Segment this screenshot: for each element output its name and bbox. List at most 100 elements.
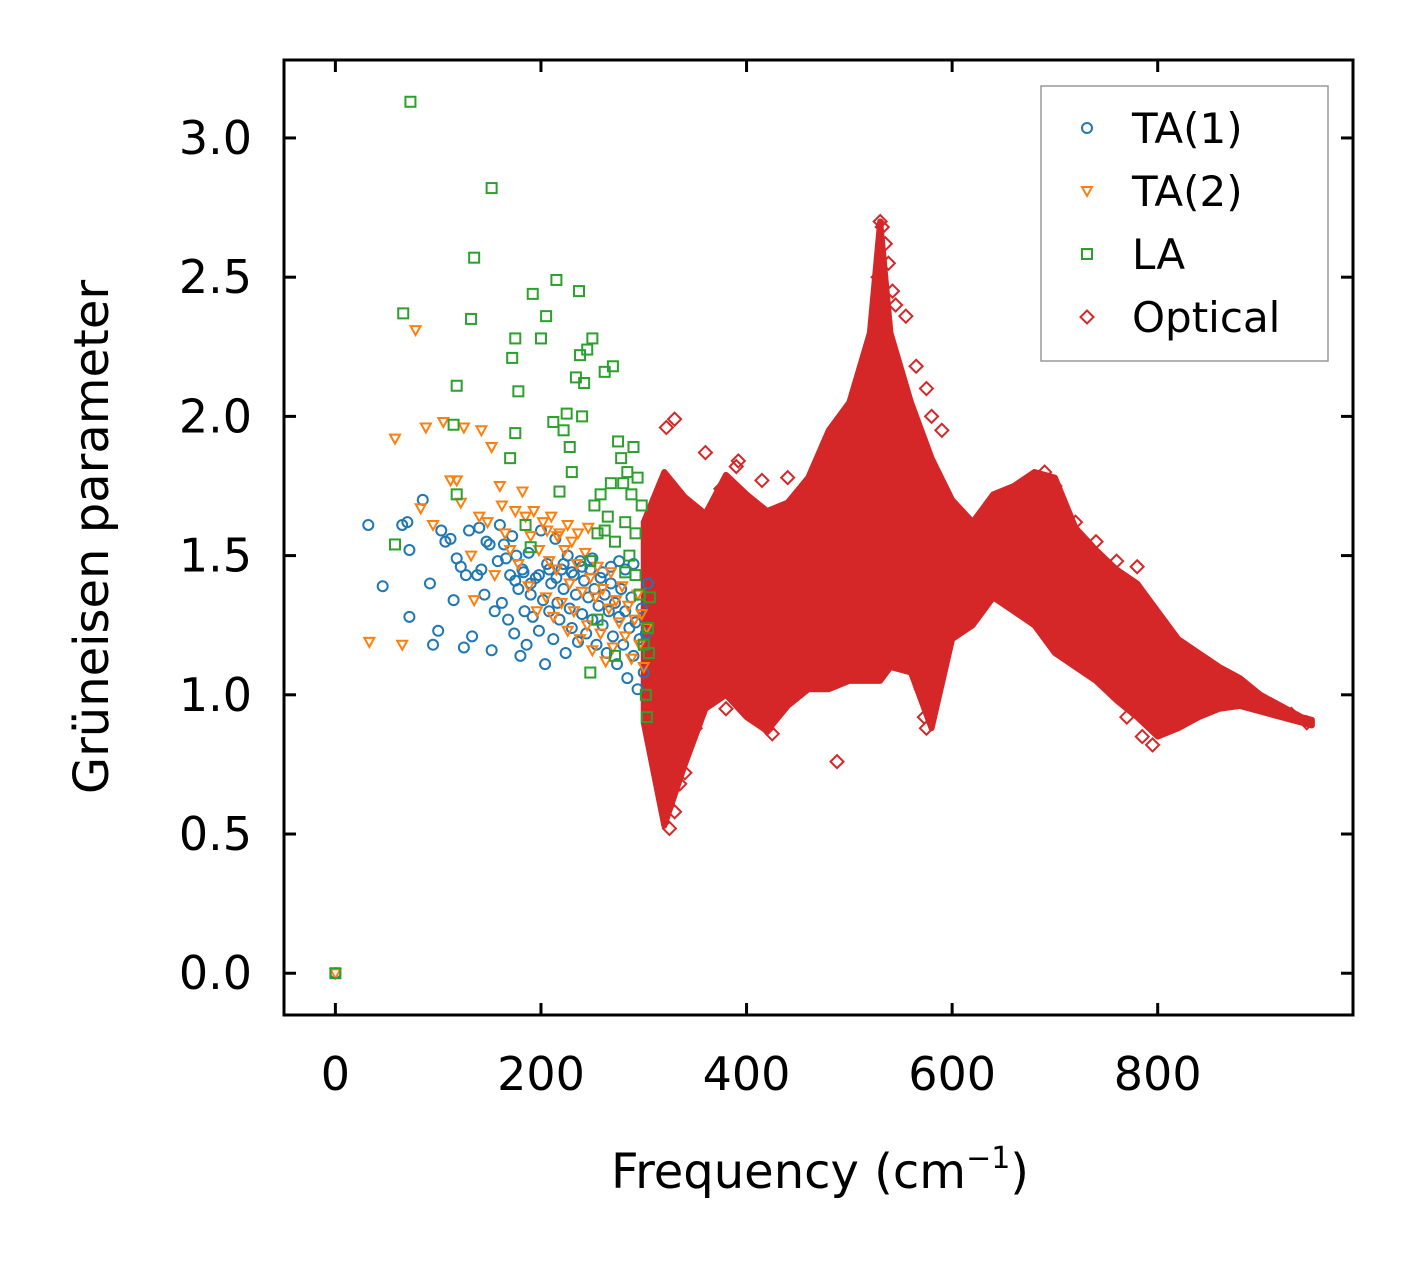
x-tick-label: 200 <box>497 1047 585 1101</box>
data-point-la <box>621 466 634 479</box>
data-point-ta-1 <box>502 613 515 626</box>
data-point-la <box>601 510 614 523</box>
data-point-ta-1 <box>563 602 576 615</box>
data-point-la <box>629 527 642 540</box>
data-point-ta-1 <box>641 577 654 590</box>
data-point-ta-2 <box>436 416 451 430</box>
data-point-la <box>591 613 604 626</box>
data-point-ta-1 <box>615 583 628 596</box>
data-point-optical <box>861 617 878 634</box>
legend-label: TA(1) <box>1131 104 1243 153</box>
data-point-ta-2 <box>540 525 554 538</box>
plot-frame <box>282 58 1355 1017</box>
data-point-ta-2 <box>388 433 402 446</box>
data-point-ta-2 <box>583 572 598 585</box>
data-point-optical <box>730 453 747 469</box>
legend-label: LA <box>1132 230 1185 279</box>
data-point-optical <box>676 764 693 781</box>
data-point-ta-1 <box>526 610 539 623</box>
data-point-ta-1 <box>485 644 498 657</box>
data-point-ta-1 <box>447 594 460 607</box>
data-point-ta-2 <box>550 531 565 544</box>
data-point-optical <box>666 411 683 428</box>
data-point-la <box>627 441 640 454</box>
data-point-optical <box>1298 714 1315 731</box>
data-point-optical <box>1129 558 1146 575</box>
data-point-optical <box>1149 631 1166 648</box>
data-point-ta-1 <box>518 605 531 618</box>
data-point-optical <box>1108 553 1125 570</box>
data-point-ta-1 <box>617 638 630 651</box>
data-point-la <box>329 967 342 980</box>
data-point-optical <box>1067 514 1084 531</box>
data-point-ta-2 <box>493 480 507 494</box>
data-point-ta-1 <box>435 524 448 537</box>
data-point-ta-2 <box>498 528 512 541</box>
data-point-optical <box>918 380 935 397</box>
y-tick-label: 1.0 <box>179 668 252 722</box>
data-point-la <box>563 441 576 454</box>
data-point-optical <box>964 569 981 586</box>
data-point-la <box>547 415 560 428</box>
data-point-optical <box>887 297 904 313</box>
data-point-ta-1 <box>488 605 501 618</box>
data-point-ta-2 <box>570 558 584 572</box>
data-point-ta-2 <box>542 556 556 569</box>
data-point-ta-1 <box>403 544 416 557</box>
data-point-optical <box>1242 686 1259 703</box>
data-point-optical <box>1134 728 1151 745</box>
data-point-ta-2 <box>599 656 613 669</box>
data-point-la <box>640 711 653 724</box>
legend-label: Optical <box>1132 293 1280 342</box>
data-point-la <box>509 332 522 345</box>
data-point-optical <box>897 642 914 659</box>
data-point-la <box>619 566 632 579</box>
data-point-ta-1 <box>604 560 617 573</box>
data-point-ta-2 <box>560 625 575 638</box>
data-point-ta-1 <box>637 666 650 679</box>
data-point-ta-1 <box>457 641 470 654</box>
data-point-ta-2 <box>449 475 464 488</box>
data-point-la <box>550 273 563 286</box>
data-point-ta-2 <box>563 578 577 591</box>
data-point-optical <box>874 219 891 235</box>
data-point-la <box>397 307 410 320</box>
data-point-ta-1 <box>517 566 530 579</box>
data-point-ta-2 <box>408 325 423 338</box>
data-point-la <box>631 471 644 484</box>
data-point-ta-2 <box>539 592 553 605</box>
data-point-ta-2 <box>604 567 618 580</box>
data-point-ta-2 <box>637 661 651 675</box>
x-axis-label-superscript: −1 <box>966 1141 1010 1176</box>
data-point-la <box>450 379 463 392</box>
data-point-ta-2 <box>621 600 636 613</box>
data-point-ta-2 <box>602 603 616 616</box>
data-point-ta-1 <box>520 638 533 651</box>
data-point-ta-1 <box>509 574 522 587</box>
data-point-optical <box>754 472 770 489</box>
y-tick-label: 3.0 <box>179 111 252 165</box>
data-point-la <box>619 516 632 529</box>
data-point-optical <box>646 700 662 717</box>
data-point-la <box>604 477 617 490</box>
data-point-ta-1 <box>466 630 479 643</box>
data-point-ta-1 <box>532 569 545 582</box>
data-point-ta-1 <box>571 635 584 648</box>
data-point-ta-1 <box>608 596 621 609</box>
data-point-optical <box>923 620 940 636</box>
data-point-optical <box>1262 698 1279 714</box>
axis-ticks: 0 200 400 600 800 0.0 0.5 1.0 1.5 2.0 2.5 3.0 <box>179 60 1353 1101</box>
data-point-la <box>565 466 578 479</box>
data-point-la <box>591 527 604 540</box>
data-point-la <box>540 310 553 323</box>
data-point-la <box>485 182 498 195</box>
data-point-optical <box>908 358 925 375</box>
data-point-la <box>526 287 539 300</box>
data-point-ta-1 <box>376 580 389 593</box>
data-point-la <box>519 518 532 531</box>
data-point-ta-1 <box>594 571 607 584</box>
data-point-la <box>584 555 597 568</box>
data-point-ta-1 <box>454 560 467 573</box>
data-point-ta-1 <box>463 524 476 537</box>
legend-item-ta-2: TA(2) <box>1080 167 1243 216</box>
